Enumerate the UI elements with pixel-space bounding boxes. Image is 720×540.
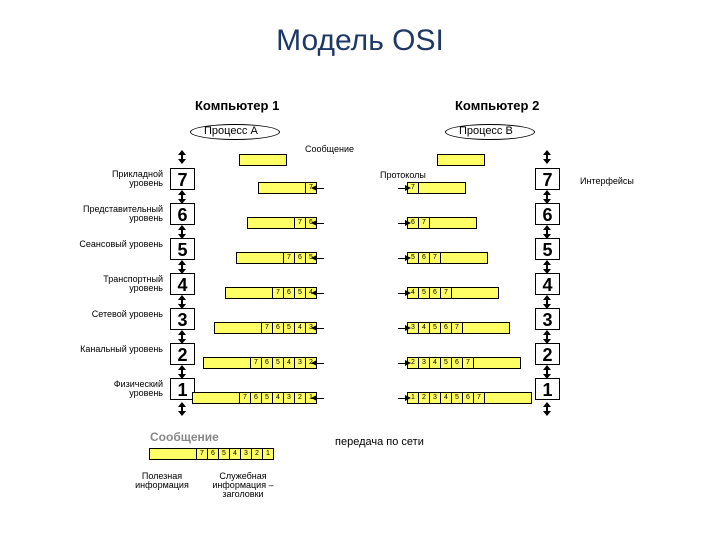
layer-label-1: Физический уровень [78, 380, 163, 399]
arrow-left-icon [316, 188, 324, 189]
message-box-left [240, 154, 287, 166]
updown-arrow-icon [542, 190, 552, 204]
pdu-payload [225, 287, 273, 299]
pdu-payload [473, 357, 521, 369]
pdu-right-1: 1234567 [408, 392, 532, 404]
arrow-right-icon [398, 328, 406, 329]
updown-arrow-icon [177, 295, 187, 309]
legend-message-title: Сообщение [150, 430, 219, 444]
pdu-payload [149, 448, 197, 460]
arrow-right-icon [398, 188, 406, 189]
arrow-left-icon [316, 258, 324, 259]
pdu-left-7: 7 [259, 182, 317, 194]
pdu-payload [418, 182, 466, 194]
updown-arrow-icon [177, 190, 187, 204]
process-a-label: Процесс А [204, 125, 258, 137]
pdu-payload [236, 252, 284, 264]
layer-label-6: Представительный уровень [78, 205, 163, 224]
updown-arrow-icon [177, 260, 187, 274]
pdu-right-7: 7 [408, 182, 466, 194]
layer-label-7: Прикладной уровень [78, 170, 163, 189]
pdu-payload [440, 252, 488, 264]
pdu-left-3: 76543 [215, 322, 317, 334]
pdu-payload [214, 322, 262, 334]
pdu-payload [192, 392, 240, 404]
layer-num-right-5: 5 [535, 238, 560, 260]
computer-1-label: Компьютер 1 [195, 98, 279, 113]
layer-label-5: Сеансовый уровень [78, 240, 163, 249]
legend-payload-label: Полезная информация [127, 472, 197, 490]
pdu-payload [429, 217, 477, 229]
pdu-payload [484, 392, 532, 404]
pdu-payload [258, 182, 306, 194]
pdu-payload [437, 154, 485, 166]
updown-arrow-icon [177, 225, 187, 239]
layer-label-3: Сетевой уровень [78, 310, 163, 319]
pdu-right-3: 34567 [408, 322, 510, 334]
pdu-left-2: 765432 [204, 357, 317, 369]
osi-diagram: Компьютер 1 Компьютер 2 Процесс А Процес… [0, 58, 720, 528]
layer-num-right-3: 3 [535, 308, 560, 330]
layer-num-right-1: 1 [535, 378, 560, 400]
updown-arrow-icon [542, 365, 552, 379]
updown-arrow-icon [177, 365, 187, 379]
layer-num-left-7: 7 [170, 168, 195, 190]
pdu-payload [451, 287, 499, 299]
layer-num-left-3: 3 [170, 308, 195, 330]
pdu-payload [462, 322, 510, 334]
computer-2-label: Компьютер 2 [455, 98, 539, 113]
layer-num-left-4: 4 [170, 273, 195, 295]
layer-num-left-2: 2 [170, 343, 195, 365]
arrow-left-icon [316, 293, 324, 294]
pdu-right-5: 567 [408, 252, 488, 264]
pdu-left-4: 7654 [226, 287, 317, 299]
updown-arrow-icon [542, 330, 552, 344]
updown-arrow-icon [177, 402, 187, 416]
updown-arrow-icon [542, 150, 552, 164]
updown-arrow-icon [177, 330, 187, 344]
layer-num-right-7: 7 [535, 168, 560, 190]
protocols-label: Протоколы [380, 170, 426, 180]
pdu-left-5: 765 [237, 252, 317, 264]
layer-num-right-2: 2 [535, 343, 560, 365]
layer-label-4: Транспортный уровень [78, 275, 163, 294]
arrow-right-icon [398, 293, 406, 294]
arrow-left-icon [316, 398, 324, 399]
legend-service-label: Служебная информация – заголовки [208, 472, 278, 499]
layer-label-2: Канальный уровень [78, 345, 163, 354]
updown-arrow-icon [542, 295, 552, 309]
layer-num-left-5: 5 [170, 238, 195, 260]
arrow-right-icon [398, 258, 406, 259]
interfaces-label: Интерфейсы [580, 176, 634, 186]
updown-arrow-icon [542, 225, 552, 239]
layer-num-right-4: 4 [535, 273, 560, 295]
arrow-right-icon [398, 398, 406, 399]
arrow-right-icon [398, 363, 406, 364]
updown-arrow-icon [177, 150, 187, 164]
arrow-right-icon [398, 223, 406, 224]
arrow-left-icon [316, 328, 324, 329]
message-label: Сообщение [305, 144, 354, 154]
arrow-left-icon [316, 223, 324, 224]
updown-arrow-icon [542, 402, 552, 416]
page-title: Модель OSI [0, 0, 720, 58]
legend-pdu: 7654321 [150, 448, 274, 460]
arrow-left-icon [316, 363, 324, 364]
pdu-header-cell: 1 [262, 448, 274, 460]
pdu-right-2: 234567 [408, 357, 521, 369]
pdu-payload [247, 217, 295, 229]
pdu-payload [239, 154, 287, 166]
network-transfer-label: передача по сети [335, 436, 424, 448]
pdu-left-1: 7654321 [193, 392, 317, 404]
pdu-left-6: 76 [248, 217, 317, 229]
pdu-right-4: 4567 [408, 287, 499, 299]
message-box-right [438, 154, 485, 166]
updown-arrow-icon [542, 260, 552, 274]
process-b-label: Процесс В [459, 125, 513, 137]
layer-num-right-6: 6 [535, 203, 560, 225]
pdu-right-6: 67 [408, 217, 477, 229]
layer-num-left-6: 6 [170, 203, 195, 225]
pdu-payload [203, 357, 251, 369]
